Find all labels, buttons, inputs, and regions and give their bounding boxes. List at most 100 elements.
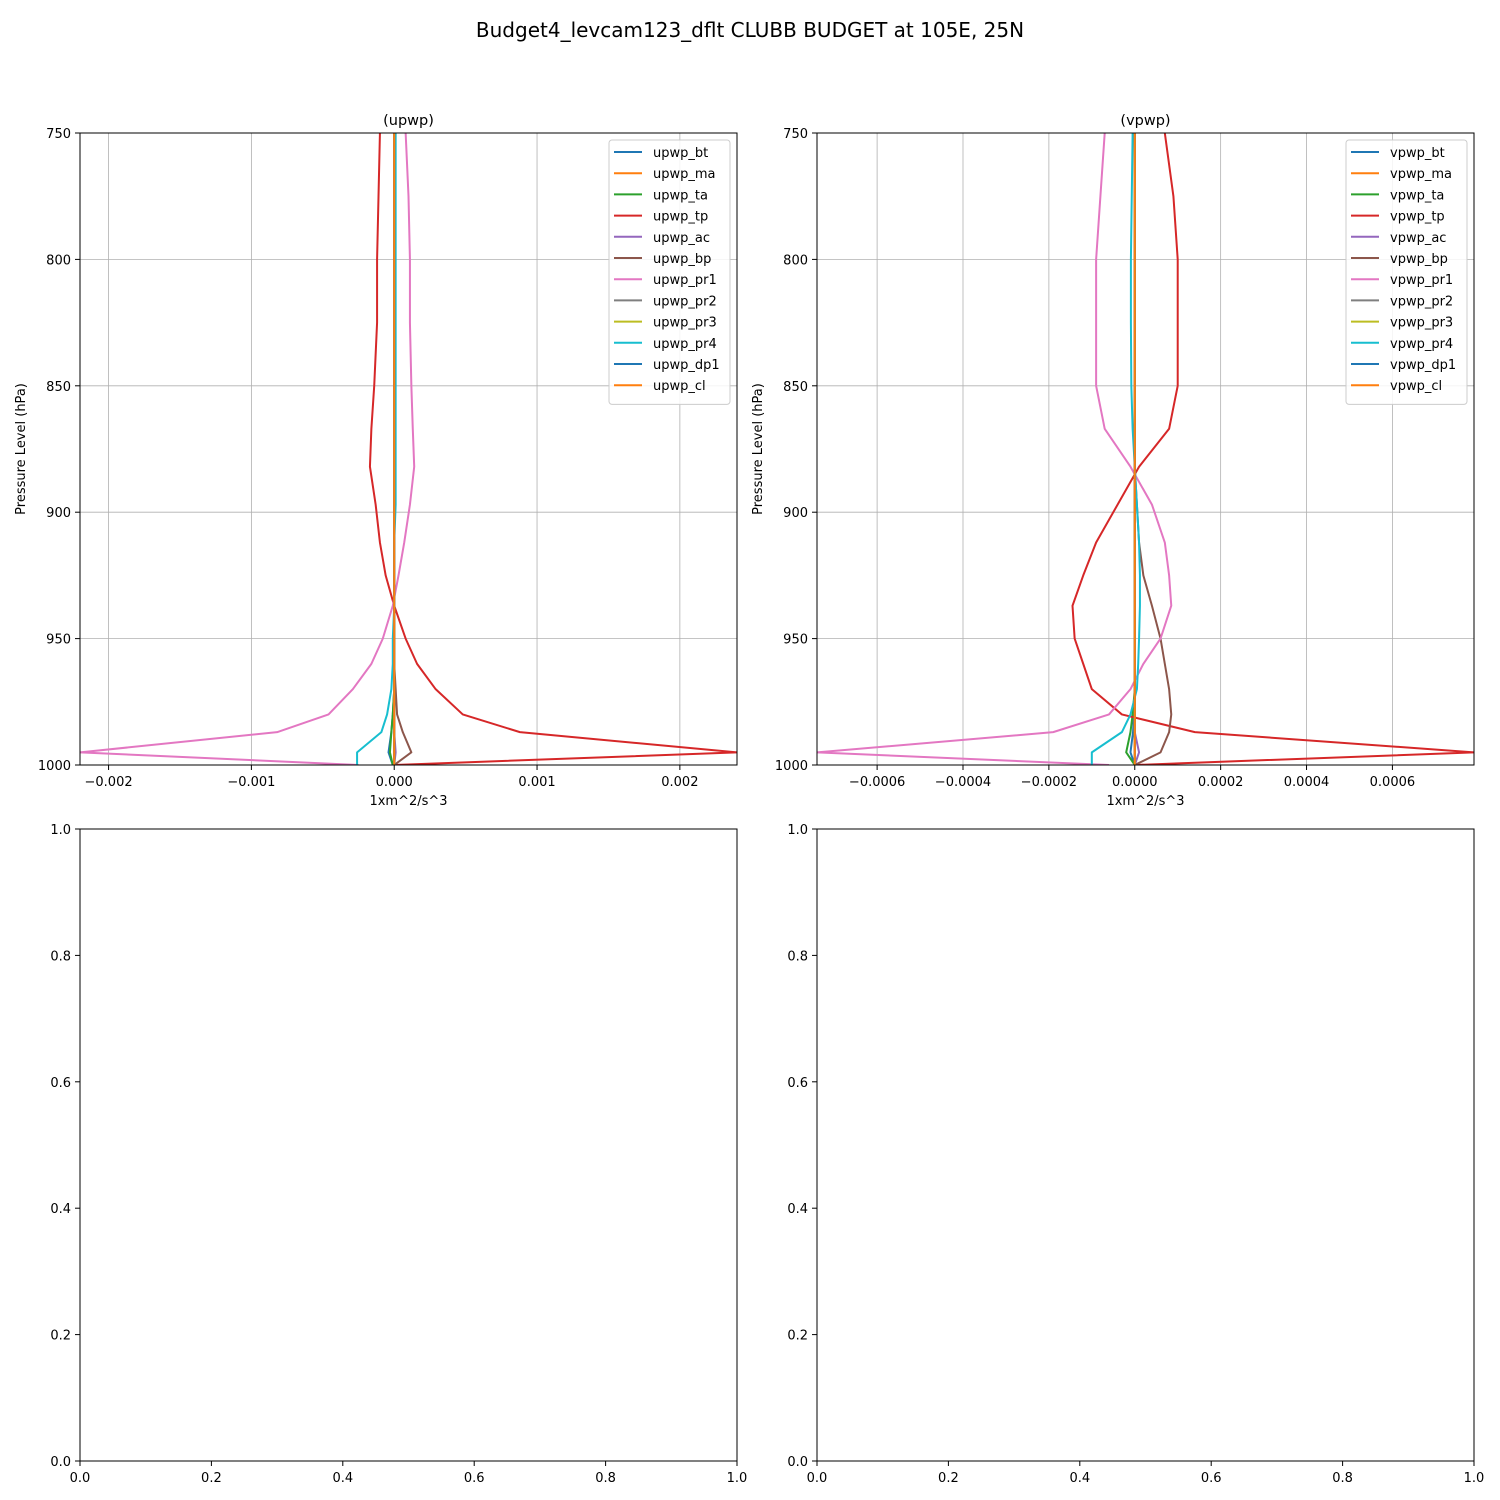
x-tick-label: 0.8 — [1332, 1471, 1353, 1486]
y-tick-label: 0.0 — [787, 1455, 808, 1470]
y-tick-label: 0.6 — [787, 1076, 808, 1091]
y-tick-label: 750 — [46, 127, 71, 142]
legend-label-vpwp_cl: vpwp_cl — [1390, 379, 1442, 394]
x-tick-label: −0.0004 — [935, 775, 991, 790]
x-tick-label: 0.0006 — [1370, 775, 1416, 790]
panel-title: (vpwp) — [1120, 113, 1170, 129]
legend-label-upwp_pr1: upwp_pr1 — [653, 273, 717, 288]
x-tick-label: 0.6 — [1201, 1471, 1222, 1486]
y-tick-label: 950 — [46, 633, 71, 648]
x-tick-label: 0.4 — [1069, 1471, 1090, 1486]
legend-box — [608, 139, 731, 405]
legend-label-vpwp_ma: vpwp_ma — [1390, 167, 1452, 182]
legend-label-upwp_cl: upwp_cl — [653, 379, 706, 394]
axes-frame — [816, 828, 1475, 1462]
chart-panel-3: 0.0 0.2 0.4 0.6 0.8 1.0 0.0 0.2 0.4 0.6 0.8 1.0 — [50, 823, 747, 1486]
y-tick-label: 0.4 — [787, 1202, 808, 1217]
chart-panel-1: −0.002 −0.001 0.000 0.001 0.002 750 800 850 900 9… — [14, 113, 738, 809]
legend-label-vpwp_pr4: vpwp_pr4 — [1390, 337, 1453, 352]
legend: upwp_bt upwp_ma upwp_ta upwp_tp upwp_ac upwp_… — [608, 139, 731, 405]
x-tick-label: 0.002 — [661, 775, 698, 790]
series-line-upwp_pr1 — [80, 133, 416, 765]
legend-label-upwp_ta: upwp_ta — [653, 188, 708, 203]
chart-panel-4: 0.0 0.2 0.4 0.6 0.8 1.0 0.0 0.2 0.4 0.6 0.8 1.0 — [787, 823, 1484, 1486]
legend-label-upwp_pr4: upwp_pr4 — [653, 337, 717, 352]
legend-label-upwp_bt: upwp_bt — [653, 146, 708, 161]
x-tick-label: −0.0002 — [1021, 775, 1077, 790]
y-tick-label: 800 — [783, 253, 808, 268]
axes-frame — [79, 828, 738, 1462]
y-tick-label: 1.0 — [787, 823, 808, 838]
legend-label-vpwp_bp: vpwp_bp — [1390, 252, 1448, 267]
y-tick-label: 900 — [783, 506, 808, 521]
figure-title: Budget4_levcam123_dflt CLUBB BUDGET at 1… — [476, 18, 1024, 42]
x-tick-label: 0.001 — [518, 775, 555, 790]
x-tick-label: 0.4 — [332, 1471, 353, 1486]
x-tick-label: 1.0 — [1464, 1471, 1485, 1486]
y-tick-label: 1.0 — [50, 823, 71, 838]
legend-label-upwp_pr3: upwp_pr3 — [653, 316, 717, 331]
y-axis-label: Pressure Level (hPa) — [14, 383, 29, 515]
legend-label-vpwp_dp1: vpwp_dp1 — [1390, 358, 1456, 373]
x-tick-label: 0.2 — [201, 1471, 222, 1486]
axes-frame — [79, 132, 738, 766]
y-tick-label: 0.2 — [50, 1329, 71, 1344]
legend-label-vpwp_pr3: vpwp_pr3 — [1390, 316, 1453, 331]
x-tick-label: 0.0 — [807, 1471, 828, 1486]
y-tick-label: 850 — [783, 380, 808, 395]
y-tick-label: 950 — [783, 633, 808, 648]
legend-label-vpwp_pr1: vpwp_pr1 — [1390, 273, 1453, 288]
y-tick-label: 0.8 — [787, 949, 808, 964]
legend-label-vpwp_pr2: vpwp_pr2 — [1390, 294, 1453, 309]
x-axis-label: 1xm^2/s^3 — [1106, 794, 1184, 809]
panel-title: (upwp) — [383, 113, 434, 129]
y-tick-label: 0.6 — [50, 1076, 71, 1091]
y-tick-label: 1000 — [775, 759, 808, 774]
series-line-vpwp_pr1 — [817, 133, 1173, 765]
legend-box — [1345, 139, 1468, 405]
x-tick-label: −0.001 — [227, 775, 275, 790]
x-tick-label: 0.0004 — [1284, 775, 1330, 790]
series-line-vpwp_pr4 — [1090, 133, 1141, 765]
legend-label-vpwp_ta: vpwp_ta — [1390, 188, 1444, 203]
y-tick-label: 750 — [783, 127, 808, 142]
x-tick-label: −0.002 — [85, 775, 133, 790]
x-tick-label: 1.0 — [727, 1471, 748, 1486]
x-tick-label: 0.0000 — [1112, 775, 1158, 790]
series-lines — [817, 133, 1474, 765]
x-tick-label: 0.000 — [376, 775, 413, 790]
y-tick-label: 0.4 — [50, 1202, 71, 1217]
axes-frame — [816, 132, 1475, 766]
y-tick-label: 0.8 — [50, 949, 71, 964]
x-tick-label: 0.0002 — [1198, 775, 1244, 790]
x-tick-label: 0.8 — [595, 1471, 616, 1486]
legend-label-upwp_pr2: upwp_pr2 — [653, 294, 717, 309]
panels: −0.002 −0.001 0.000 0.001 0.002 750 800 850 900 9… — [14, 113, 1484, 1486]
legend-label-upwp_ac: upwp_ac — [653, 231, 710, 246]
legend-label-upwp_bp: upwp_bp — [653, 252, 711, 267]
x-tick-label: −0.0006 — [849, 775, 905, 790]
legend-label-upwp_tp: upwp_tp — [653, 210, 708, 225]
y-axis-label: Pressure Level (hPa) — [751, 383, 766, 515]
y-tick-label: 0.2 — [787, 1329, 808, 1344]
legend-label-upwp_ma: upwp_ma — [653, 167, 716, 182]
x-tick-label: 0.2 — [938, 1471, 959, 1486]
series-lines — [80, 133, 737, 765]
legend-label-vpwp_tp: vpwp_tp — [1390, 210, 1445, 225]
x-tick-label: 0.0 — [70, 1471, 91, 1486]
y-tick-label: 850 — [46, 380, 71, 395]
chart-panel-2: −0.0006 −0.0004 −0.0002 0.0000 0.0002 0.0004 0… — [751, 113, 1475, 809]
y-tick-label: 1000 — [38, 759, 71, 774]
series-line-upwp_tp — [368, 133, 737, 765]
legend-label-vpwp_bt: vpwp_bt — [1390, 146, 1445, 161]
legend: vpwp_bt vpwp_ma vpwp_ta vpwp_tp vpwp_ac vpwp_… — [1345, 139, 1468, 405]
legend-label-vpwp_ac: vpwp_ac — [1390, 231, 1446, 246]
x-axis-label: 1xm^2/s^3 — [369, 794, 447, 809]
y-tick-label: 800 — [46, 253, 71, 268]
x-tick-label: 0.6 — [464, 1471, 485, 1486]
y-tick-label: 0.0 — [50, 1455, 71, 1470]
legend-label-upwp_dp1: upwp_dp1 — [653, 358, 720, 373]
y-tick-label: 900 — [46, 506, 71, 521]
